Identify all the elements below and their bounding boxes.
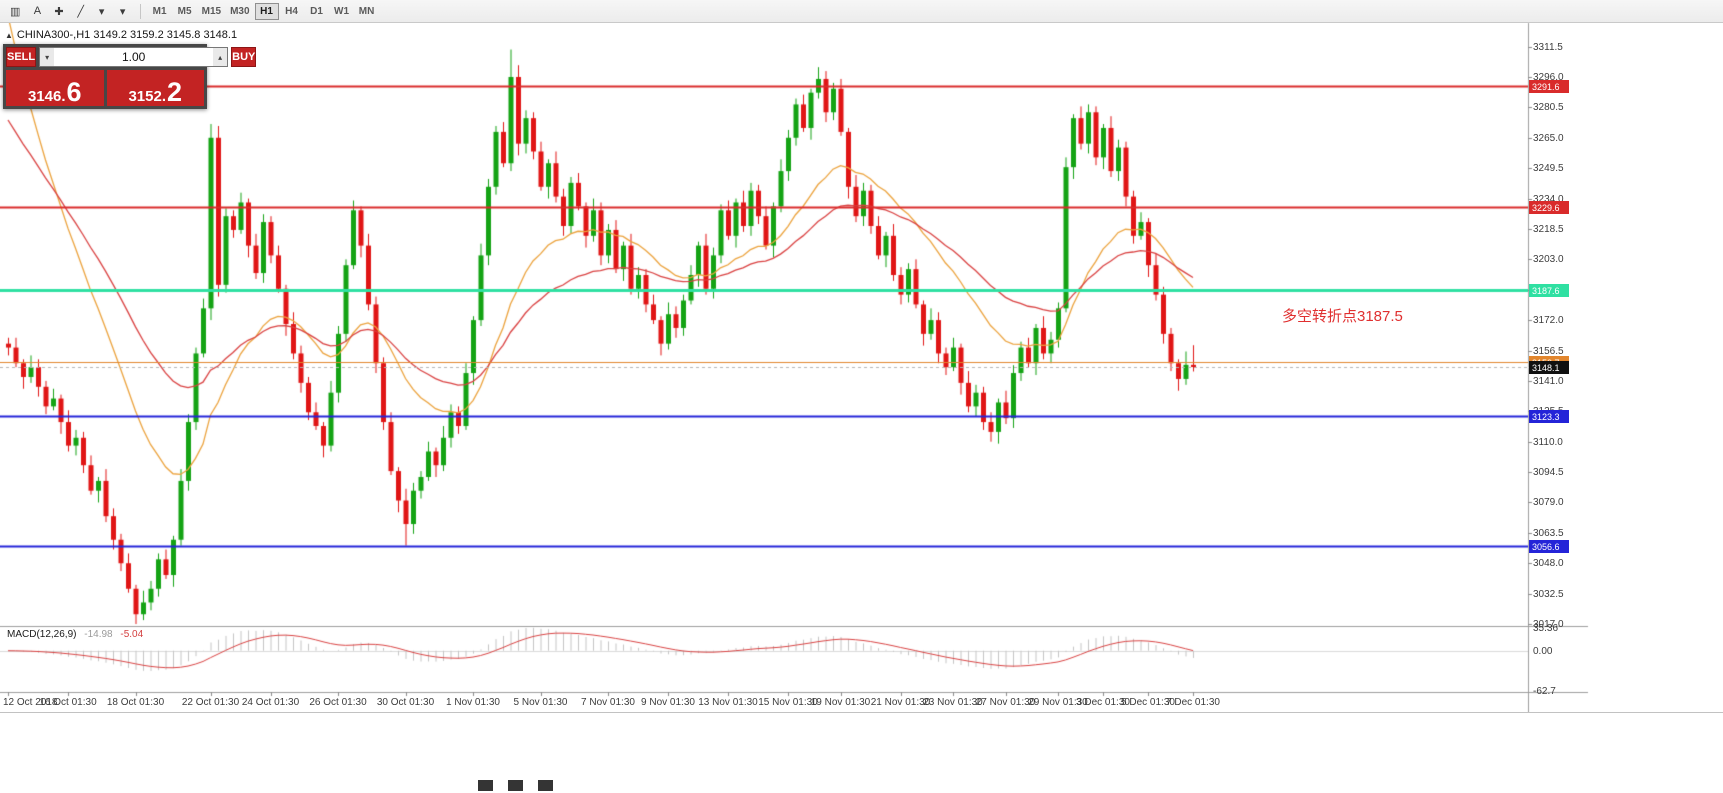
sell-price-big-digit: 6 [66, 77, 82, 107]
volume-stepper: ▾ ▴ [39, 47, 229, 67]
toolbar-separator [139, 3, 141, 19]
level-price-tag: 3187.6 [1529, 283, 1569, 297]
buy-price[interactable]: 3152. 2 [106, 70, 204, 107]
buy-price-big-digit: 2 [167, 77, 183, 107]
trendline-icon[interactable]: ╱ [71, 2, 91, 20]
time-label: 29 Nov 01:30 [1028, 697, 1088, 708]
level-price-tag: 3123.3 [1529, 409, 1569, 423]
macd-signal-value: -5.04 [120, 629, 144, 640]
price-tick: 3032.5 [1533, 588, 1564, 600]
time-label: 5 Dec 01:30 [1121, 697, 1175, 708]
price-tick: 3218.5 [1533, 223, 1564, 235]
time-label: 21 Nov 01:30 [870, 697, 931, 708]
time-label: 7 Dec 01:30 [1166, 697, 1220, 708]
symbol-ohlc-text: CHINA300-,H1 3149.2 3159.2 3145.8 3148.1 [16, 29, 238, 41]
time-label: 12 Oct 2018 [3, 697, 58, 708]
time-label: 18 Oct 01:30 [106, 697, 165, 708]
timeframe-h1[interactable]: H1 [254, 2, 279, 20]
trend-annotation: 多空转折点3187.5 [1282, 308, 1403, 325]
time-label: 24 Oct 01:30 [241, 697, 300, 708]
time-label: 23 Nov 01:30 [923, 697, 983, 708]
taskbar-icon-1[interactable] [478, 780, 493, 791]
time-label: 3 Dec 01:30 [1076, 697, 1130, 708]
sell-button[interactable]: SELL [6, 47, 37, 67]
one-click-trading-panel: SELL ▾ ▴ BUY 3146.6 3152.2 [3, 44, 257, 109]
chart-header: ▲ CHINA300-,H1 3149.2 3159.2 3145.8 3148… [5, 29, 237, 41]
time-label: 1 Nov 01:30 [446, 697, 500, 708]
price-tick: 3063.5 [1533, 527, 1564, 539]
crosshair-icon[interactable]: ✚ [48, 2, 69, 20]
taskbar-icon-3[interactable] [538, 780, 553, 791]
macd-axis-tick: 0.00 [1533, 645, 1553, 657]
price-tick: 3311.5 [1533, 41, 1563, 53]
time-label: 27 Nov 01:30 [975, 697, 1036, 708]
timeframe-group: M1 M5 M15 M30 H1 H4 D1 W1 MN [148, 2, 379, 20]
price-tick: 3280.5 [1533, 102, 1564, 114]
collapse-trade-panel-icon[interactable]: ▲ [5, 30, 13, 40]
buy-price-main: 3152. [128, 88, 166, 105]
time-label: 16 Oct 01:30 [39, 697, 97, 708]
current-price-tag: 3148.1 [1529, 360, 1569, 374]
time-label: 26 Oct 01:30 [309, 697, 367, 708]
sell-price-main: 3146. [27, 88, 66, 105]
volume-down-icon[interactable]: ▾ [40, 48, 55, 66]
timeframe-mn[interactable]: MN [355, 3, 379, 20]
time-label: 19 Nov 01:30 [810, 697, 871, 708]
time-label: 13 Nov 01:30 [698, 697, 758, 708]
price-tick: 3156.5 [1533, 345, 1564, 357]
time-label: 5 Nov 01:30 [513, 697, 568, 708]
price-tick: 3296.0 [1533, 71, 1564, 83]
sell-price[interactable]: 3146. 6 [6, 70, 104, 106]
price-tick: 3172.0 [1533, 315, 1564, 327]
timeframe-m15[interactable]: M15 [198, 3, 225, 20]
price-tick: 3079.0 [1533, 497, 1564, 509]
timeframe-h4[interactable]: H4 [280, 3, 304, 20]
macd-indicator-label: MACD(12,26,9) -14.98 -5.04 [7, 629, 143, 640]
price-tick: 3048.0 [1533, 558, 1564, 570]
price-tick: 3110.0 [1533, 436, 1563, 448]
price-tick: 3249.5 [1533, 163, 1564, 175]
volume-up-icon[interactable]: ▴ [213, 48, 228, 66]
text-cursor-icon[interactable]: A [27, 2, 47, 20]
timeframe-m1[interactable]: M1 [148, 3, 172, 20]
bottom-strip [0, 712, 1723, 793]
price-tick: 3234.0 [1533, 193, 1564, 205]
timeframe-m30[interactable]: M30 [226, 3, 253, 20]
time-label: 22 Oct 01:30 [181, 697, 240, 708]
volume-input[interactable] [54, 48, 214, 66]
macd-axis-tick: -62.7 [1533, 686, 1556, 697]
macd-title: MACD(12,26,9) [7, 629, 77, 640]
top-toolbar: ▥ A ✚ ╱ ▾ ▾ M1 M5 M15 M30 H1 H4 D1 W1 MN [0, 0, 1723, 23]
price-tick: 3265.0 [1533, 132, 1564, 144]
buy-button[interactable]: BUY [231, 47, 257, 67]
time-label: 9 Nov 01:30 [641, 697, 695, 708]
price-tick: 3017.0 [1533, 619, 1564, 631]
level-price-tag: 3229.6 [1529, 201, 1569, 215]
timeframe-m5[interactable]: M5 [173, 3, 197, 20]
time-label: 30 Oct 01:30 [376, 697, 435, 708]
taskbar-icons [478, 780, 553, 791]
indicators-dropdown-icon[interactable]: ▾ [113, 2, 133, 20]
time-label: 7 Nov 01:30 [581, 697, 635, 708]
time-label: 15 Nov 01:30 [758, 697, 818, 708]
timeframe-d1[interactable]: D1 [305, 3, 329, 20]
macd-axis-tick: 35.36 [1533, 623, 1559, 634]
objects-dropdown-icon[interactable]: ▾ [92, 2, 112, 20]
toolbar-tools-group: ▥ A ✚ ╱ ▾ ▾ [4, 2, 133, 20]
macd-value: -14.98 [84, 629, 113, 640]
price-tick: 3203.0 [1533, 254, 1564, 266]
price-tick: 3094.5 [1533, 467, 1564, 479]
level-price-tag: 3056.6 [1529, 540, 1569, 554]
charts-icon[interactable]: ▥ [4, 2, 26, 20]
price-tick: 3141.0 [1533, 375, 1564, 387]
taskbar-icon-2[interactable] [508, 780, 523, 791]
timeframe-w1[interactable]: W1 [330, 3, 354, 20]
level-price-tag: 3291.6 [1529, 79, 1569, 93]
